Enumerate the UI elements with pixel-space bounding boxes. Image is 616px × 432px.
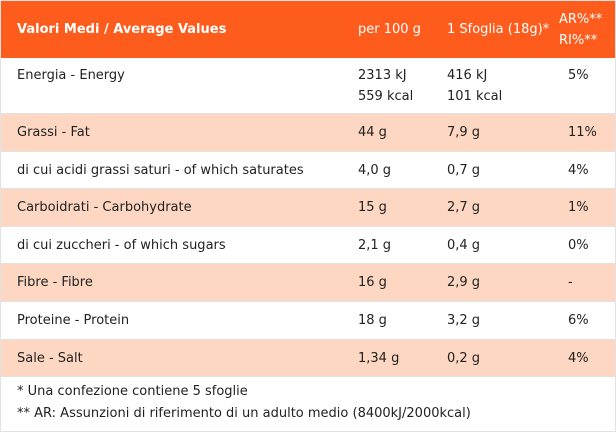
table-row: di cui acidi grassi saturi - of which sa… (1, 152, 615, 190)
reference-intake-line: AR%** (559, 12, 603, 27)
footnote: ** AR: Assunzioni di riferimento di un a… (17, 406, 471, 422)
per-serving: 3,2 g (447, 313, 481, 328)
reference-intake: - (568, 275, 573, 291)
per-100g: 4,0 g (358, 162, 392, 178)
per-serving: 0,2 g (447, 350, 481, 366)
per-serving: 0,4 g (447, 237, 481, 253)
per-100g: 16 g (358, 275, 387, 291)
per-serving: 0,7 g (447, 162, 481, 178)
row-label: di cui acidi grassi saturi - of which sa… (17, 162, 304, 178)
per-serving-line: 416 kJ (447, 68, 488, 83)
table-row: Grassi - Fat 44 g 7,9 g 11% (1, 114, 615, 152)
reference-intake: 4% (568, 350, 589, 366)
table-row: Carboidrati - Carbohydrate 15 g 2,7 g 1% (1, 189, 615, 227)
per-100g: 44 g (358, 125, 387, 140)
reference-intake: AR%** RI%** (559, 9, 602, 51)
table-row: Sale - Salt 1,34 g 0,2 g 4% (1, 339, 615, 378)
reference-intake: 6% (568, 313, 589, 328)
per-serving-line: 101 kcal (447, 89, 503, 104)
per-serving: 416 kJ 101 kcal (447, 65, 502, 107)
per-100g: 2313 kJ 559 kcal (358, 65, 413, 107)
table-row: Proteine - Protein 18 g 3,2 g 6% (1, 302, 615, 340)
table-row: Fibre - Fibre 16 g 2,9 g - (1, 264, 615, 302)
row-label: Fibre - Fibre (17, 275, 93, 291)
row-label: di cui zuccheri - of which sugars (17, 237, 226, 253)
per-100g-line: 2313 kJ (358, 68, 407, 83)
per-serving: 7,9 g (447, 125, 481, 140)
reference-intake: 5% (568, 68, 589, 83)
footnote: * Una confezione contiene 5 sfoglie (17, 384, 248, 400)
reference-intake: 0% (568, 237, 589, 253)
reference-intake: 11% (568, 125, 597, 140)
header-row: Valori Medi / Average Values per 100 g 1 S… (1, 1, 615, 58)
per-100g: 1,34 g (358, 350, 400, 366)
per-100g: 18 g (358, 313, 387, 328)
per-100g-line: 559 kcal (358, 89, 414, 104)
reference-intake: 1% (568, 200, 589, 216)
per-serving: 1 Sfoglia (18g)* (447, 22, 550, 37)
reference-intake-line: RI%** (559, 33, 598, 48)
row-label: Proteine - Protein (17, 313, 130, 328)
table-row: Energia - Energy 2313 kJ 559 kcal 416 kJ 101… (1, 58, 615, 114)
row-label: Grassi - Fat (17, 125, 90, 140)
row-label: Sale - Salt (17, 350, 83, 366)
row-label: Valori Medi / Average Values (17, 22, 227, 37)
per-100g: 15 g (358, 200, 387, 216)
per-100g: 2,1 g (358, 237, 392, 253)
per-serving: 2,9 g (447, 275, 481, 291)
reference-intake: 4% (568, 162, 589, 178)
per-100g: per 100 g (358, 22, 421, 37)
per-serving: 2,7 g (447, 200, 481, 216)
row-label: Energia - Energy (17, 68, 125, 83)
row-label: Carboidrati - Carbohydrate (17, 200, 192, 216)
table-row: di cui zuccheri - of which sugars 2,1 g 0,… (1, 227, 615, 265)
